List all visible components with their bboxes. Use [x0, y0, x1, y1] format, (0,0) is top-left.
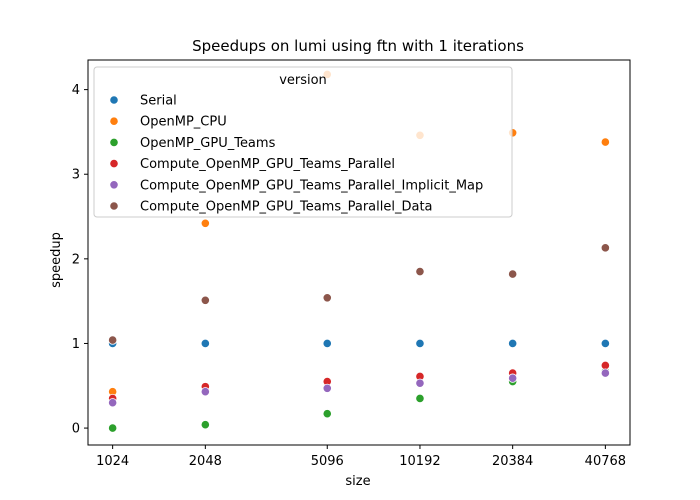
- legend-entry: OpenMP_CPU: [140, 115, 227, 130]
- legend-entry: Compute_OpenMP_GPU_Teams_Parallel_Implic…: [140, 178, 483, 193]
- data-point: [600, 137, 610, 147]
- y-tick-label: 1: [72, 337, 80, 352]
- data-point: [108, 423, 118, 433]
- data-point: [415, 338, 425, 349]
- data-point: [200, 218, 210, 228]
- data-point: [200, 295, 210, 305]
- legend-title: version: [279, 73, 327, 88]
- x-axis: 1024 2048 5096 10192 20384 40768: [96, 445, 626, 469]
- chart-title: Speedups on lumi using ftn with 1 iterat…: [192, 37, 524, 55]
- data-point: [322, 293, 332, 303]
- legend-entry: OpenMP_GPU_Teams: [140, 136, 276, 151]
- data-point: [508, 269, 518, 279]
- data-point: [200, 420, 210, 430]
- data-point: [508, 373, 518, 383]
- data-point: [322, 383, 332, 393]
- data-point: [200, 387, 210, 397]
- x-tick-label: 20384: [492, 454, 533, 469]
- x-tick-label: 1024: [96, 454, 129, 469]
- data-point: [415, 266, 425, 277]
- y-axis: 0 1 2 3 4: [72, 83, 88, 437]
- legend-marker: [109, 95, 119, 105]
- y-tick-label: 2: [72, 252, 80, 267]
- data-point: [600, 360, 610, 371]
- legend-entry: Compute_OpenMP_GPU_Teams_Parallel_Data: [140, 200, 433, 215]
- plot-area: [87, 59, 631, 446]
- data-point: [600, 368, 610, 378]
- data-point: [415, 393, 425, 404]
- legend-marker: [109, 159, 119, 169]
- legend: version Serial OpenMP_CPU OpenMP_GPU_Teams C…: [93, 66, 513, 218]
- y-tick-label: 4: [72, 83, 80, 98]
- data-point: [200, 338, 210, 349]
- axes-frame: [87, 59, 631, 446]
- legend-marker: [109, 201, 119, 211]
- data-point: [108, 335, 118, 345]
- data-point: [508, 338, 518, 349]
- legend-marker: [109, 116, 119, 126]
- x-tick-label: 5096: [311, 454, 344, 469]
- data-point: [322, 409, 332, 419]
- legend-box: [93, 66, 513, 218]
- x-axis-label: size: [345, 474, 370, 489]
- data-point: [415, 378, 425, 388]
- y-tick-label: 0: [72, 422, 80, 437]
- data-point: [322, 338, 332, 349]
- data-point: [600, 338, 610, 349]
- legend-entry: Compute_OpenMP_GPU_Teams_Parallel: [140, 157, 395, 172]
- legend-entry: Serial: [140, 94, 177, 109]
- y-axis-label: speedup: [49, 232, 64, 288]
- x-tick-label: 10192: [399, 454, 440, 469]
- data-point: [108, 398, 118, 408]
- legend-marker: [109, 180, 119, 190]
- legend-marker: [109, 137, 119, 147]
- x-tick-label: 40768: [585, 454, 626, 469]
- x-tick-label: 2048: [189, 454, 222, 469]
- data-point: [600, 243, 610, 253]
- y-tick-label: 3: [72, 168, 80, 183]
